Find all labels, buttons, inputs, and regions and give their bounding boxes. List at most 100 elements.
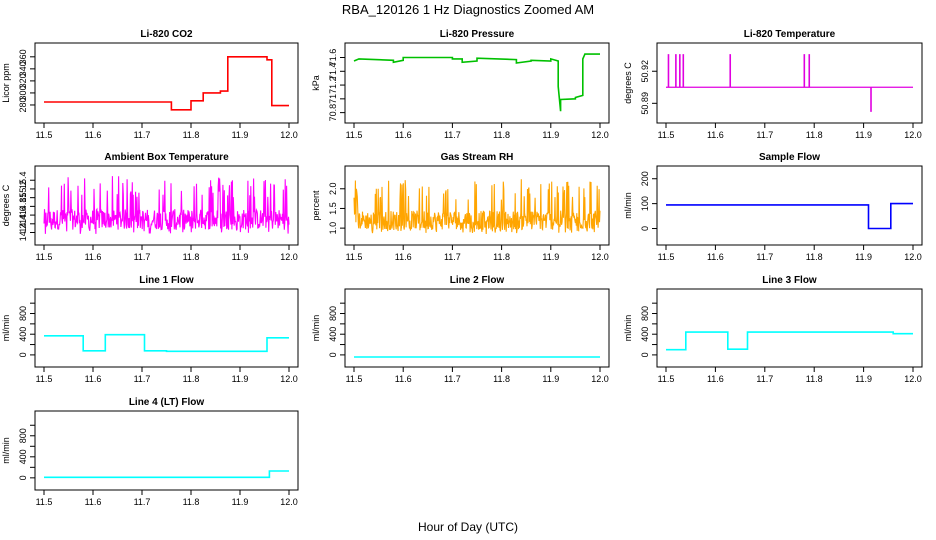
y-tick-label: 50.89 <box>640 92 650 115</box>
plot-frame <box>34 42 299 124</box>
panel-5: Gas Stream RH percent 11.5 11.6 11.7 11.8 11.9… <box>311 152 610 262</box>
series-line <box>43 176 290 234</box>
x-tick-label: 11.8 <box>183 252 200 262</box>
x-tick-label: 11.6 <box>707 252 724 262</box>
series-line <box>666 331 913 351</box>
x-tick-label: 11.6 <box>707 130 724 140</box>
x-tick-label: 12.0 <box>904 252 922 262</box>
panel-9: Line 3 Flow ml/min 11.5 11.6 11.7 11.8 11.9 12.… <box>623 275 923 384</box>
series-line <box>353 179 601 235</box>
y-tick-label: 800 <box>640 306 650 321</box>
plot-frame <box>656 165 923 246</box>
y-tick-label: 15 <box>18 193 28 203</box>
panel-ylabel: percent <box>311 190 321 221</box>
x-tick-label: 11.5 <box>36 252 53 262</box>
y-tick-label: 0 <box>18 475 28 480</box>
x-tick-label: 11.6 <box>395 374 412 384</box>
x-tick-label: 12.0 <box>280 497 298 507</box>
x-tick-label: 11.7 <box>756 252 773 262</box>
x-tick-label: 11.5 <box>658 374 675 384</box>
x-tick-label: 11.6 <box>85 497 102 507</box>
panel-2: Li-820 Pressure kPa 11.5 11.6 11.7 11.8 11.9 12… <box>311 29 610 140</box>
plot-frame <box>656 42 923 124</box>
y-tick-label: 50.92 <box>640 60 650 83</box>
x-tick-label: 11.5 <box>658 130 675 140</box>
y-tick-label: 200 <box>640 171 650 186</box>
x-tick-label: 11.9 <box>232 252 249 262</box>
y-tick-label: 320 <box>18 73 28 88</box>
y-tick-label: 280 <box>18 97 28 112</box>
panel-8: Line 2 Flow ml/min 11.5 11.6 11.7 11.8 11.9 12.… <box>311 275 610 384</box>
x-tick-label: 11.6 <box>707 374 724 384</box>
x-tick-label: 11.8 <box>806 374 823 384</box>
x-tick-label: 11.9 <box>232 130 249 140</box>
x-tick-label: 11.9 <box>542 252 559 262</box>
series-line <box>44 470 289 479</box>
y-tick-label: 300 <box>18 85 28 100</box>
plot-frame <box>34 410 299 491</box>
x-tick-label: 11.7 <box>444 374 461 384</box>
panel-ylabel: ml/min <box>1 437 11 464</box>
y-tick-label: 360 <box>18 49 28 64</box>
plot-frame <box>34 165 299 246</box>
x-tick-label: 12.0 <box>280 252 298 262</box>
panel-ylabel: ml/min <box>1 315 11 342</box>
x-tick-label: 11.7 <box>134 374 151 384</box>
series-line <box>44 333 289 353</box>
y-tick-label: 800 <box>18 428 28 443</box>
x-tick-label: 12.0 <box>591 130 609 140</box>
panel-ylabel: degrees C <box>623 62 633 104</box>
panel-ylabel: kPa <box>311 75 321 91</box>
y-tick-label: 400 <box>640 327 650 342</box>
panel-title: Li-820 CO2 <box>140 29 193 40</box>
y-tick-label: 15.2 <box>18 180 28 198</box>
y-tick-label: 14.4 <box>18 215 28 233</box>
x-tick-label: 11.7 <box>134 252 151 262</box>
y-tick-label: 14.6 <box>18 206 28 224</box>
y-tick-label: 0 <box>328 352 338 357</box>
series-line <box>44 56 289 111</box>
x-tick-label: 11.7 <box>134 497 151 507</box>
x-tick-label: 12.0 <box>904 130 922 140</box>
y-tick-label: 14.2 <box>18 224 28 242</box>
x-tick-label: 11.9 <box>855 374 872 384</box>
x-tick-label: 11.9 <box>855 130 872 140</box>
x-tick-label: 11.9 <box>232 374 249 384</box>
x-tick-label: 11.8 <box>493 130 510 140</box>
y-tick-label: 15.4 <box>18 171 28 189</box>
y-tick-label: 71 <box>328 94 338 104</box>
y-tick-label: 1.5 <box>328 202 338 215</box>
x-tick-label: 11.6 <box>85 252 102 262</box>
panels-container: Li-820 CO2 Licor ppm 11.5 11.6 11.7 11.8 11.9 1… <box>1 29 923 507</box>
x-tick-label: 12.0 <box>591 374 609 384</box>
panel-3: Li-820 Temperature degrees C 11.5 11.6 11.7 1… <box>623 29 923 140</box>
plot-frame <box>344 288 610 368</box>
x-tick-label: 11.5 <box>346 374 363 384</box>
y-tick-label: 800 <box>328 306 338 321</box>
x-tick-label: 11.8 <box>806 252 823 262</box>
y-tick-label: 400 <box>328 327 338 342</box>
y-tick-label: 71.2 <box>328 76 338 94</box>
x-tick-label: 11.9 <box>232 497 249 507</box>
panel-ylabel: ml/min <box>623 192 633 219</box>
panel-title: Line 2 Flow <box>450 275 505 286</box>
series-line <box>666 202 913 230</box>
x-tick-label: 11.7 <box>134 130 151 140</box>
y-tick-label: 400 <box>18 327 28 342</box>
x-tick-label: 11.8 <box>806 130 823 140</box>
y-tick-label: 71.4 <box>328 63 338 81</box>
panel-ylabel: ml/min <box>623 315 633 342</box>
panel-ylabel: Licor ppm <box>1 63 11 103</box>
plot-frame <box>34 288 299 368</box>
y-tick-label: 800 <box>18 306 28 321</box>
plot-frame <box>344 42 610 124</box>
y-tick-label: 400 <box>18 449 28 464</box>
x-tick-label: 12.0 <box>904 374 922 384</box>
y-tick-label: 70.8 <box>328 104 338 122</box>
panel-title: Ambient Box Temperature <box>104 152 229 163</box>
y-tick-label: 71.6 <box>328 49 338 67</box>
series-line <box>353 53 600 112</box>
x-tick-label: 11.9 <box>542 130 559 140</box>
panel-6: Sample Flow ml/min 11.5 11.6 11.7 11.8 11.9 12.… <box>623 152 923 262</box>
